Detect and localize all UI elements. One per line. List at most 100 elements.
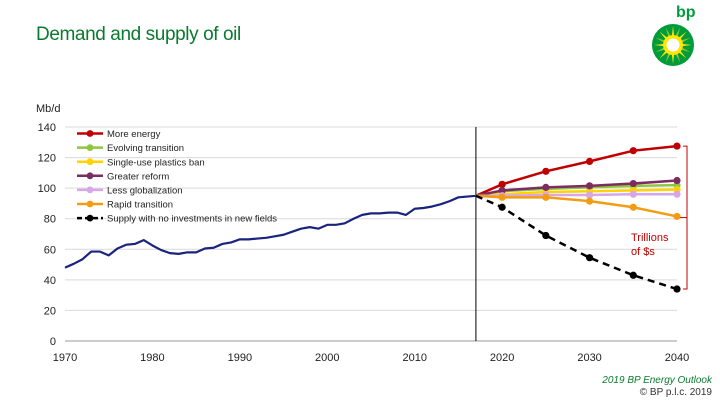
helios-ray: [678, 31, 687, 40]
data-point: [673, 142, 681, 150]
series-line-historical-demand: [64, 194, 477, 269]
data-point: [629, 203, 637, 211]
data-point: [629, 271, 637, 279]
annotation-line-1: Trillions: [631, 232, 669, 244]
legend-marker: [86, 200, 94, 208]
data-point: [585, 182, 594, 190]
helios-ray: [678, 50, 687, 59]
legend-item-single-use-plastics-ban: Single-use plastics ban: [77, 157, 205, 168]
legend-label: Rapid transition: [107, 200, 173, 211]
y-tick-label: 20: [44, 305, 56, 317]
y-tick-label: 140: [38, 122, 56, 134]
legend-label: More energy: [107, 129, 161, 140]
y-tick-label: 100: [38, 183, 56, 195]
helios-ray: [654, 43, 665, 47]
x-tick-label: 2010: [402, 352, 426, 364]
series-line: [475, 194, 678, 291]
series-line: [475, 144, 678, 197]
legend-marker: [86, 186, 94, 194]
helios-ray: [671, 26, 675, 37]
legend-marker: [86, 214, 94, 222]
legend-item-rapid-transition: Rapid transition: [77, 200, 173, 211]
helios-ray: [671, 53, 675, 64]
trillions-annotation: Trillions of $s: [631, 145, 688, 290]
data-point: [498, 186, 506, 195]
helios-ray: [659, 50, 668, 59]
y-tick-label: 60: [44, 244, 56, 256]
legend-label: Greater reform: [107, 171, 169, 182]
series-line: [475, 193, 677, 198]
x-tick-label: 2000: [315, 352, 339, 364]
y-tick-label: 80: [44, 214, 56, 226]
data-point: [585, 254, 594, 262]
x-tick-label: 2020: [490, 352, 514, 364]
series-line: [475, 179, 678, 198]
legend-marker: [86, 144, 94, 152]
footer-publication: 2019 BP Energy Outlook: [602, 375, 712, 386]
annotation-line-2: of $s: [631, 246, 655, 258]
legend-label: Single-use plastics ban: [107, 157, 205, 168]
data-point: [542, 231, 550, 240]
helios-ray: [665, 27, 671, 38]
data-point: [629, 147, 637, 155]
footer-copyright: © BP p.l.c. 2019: [639, 387, 712, 398]
y-tick-label: 40: [44, 275, 56, 287]
x-tick-label: 1970: [53, 352, 77, 364]
series-rapid-transition: [475, 193, 681, 221]
x-tick-label: 2030: [577, 352, 601, 364]
legend-item-more-energy: More energy: [77, 129, 161, 140]
data-point: [498, 193, 506, 201]
y-axis-ticks: 0 20 40 60 80 100 120 140: [38, 122, 56, 348]
legend-item-supply-with-no-investments-in-new-fields: Supply with no investments in new fields: [77, 214, 277, 225]
data-point: [673, 212, 681, 221]
x-axis-ticks: 1970 1980 1990 2000 2010 2020 2030 2040: [53, 352, 689, 364]
series-greater-reform: [475, 176, 681, 198]
data-point: [585, 197, 594, 205]
y-tick-label: 120: [38, 153, 56, 165]
data-point: [542, 183, 550, 191]
helios-ray: [675, 52, 681, 63]
data-point: [542, 193, 550, 201]
helios-ray: [675, 27, 681, 38]
x-tick-label: 1990: [228, 352, 252, 364]
bp-logo: bp: [646, 4, 700, 66]
series-more-energy: [475, 142, 681, 197]
annotation-bracket: [680, 145, 688, 290]
x-tick-label: 1980: [140, 352, 164, 364]
helios-ray: [681, 43, 692, 47]
legend-marker: [86, 130, 94, 137]
data-point: [498, 180, 506, 188]
data-point: [498, 203, 506, 211]
legend-marker: [86, 172, 94, 180]
helios-ray: [655, 47, 666, 53]
data-point: [673, 190, 681, 198]
helios-icon: [652, 24, 694, 66]
legend-item-less-globalization: Less globalization: [77, 186, 183, 197]
helios-ray: [680, 47, 691, 53]
helios-ray: [659, 31, 668, 40]
data-point: [629, 190, 637, 198]
y-tick-label: 0: [50, 336, 56, 348]
series-supply-with-no-investments-in-new-fields: [475, 194, 681, 293]
data-point: [585, 191, 594, 199]
footer: 2019 BP Energy Outlook © BP p.l.c. 2019: [602, 375, 712, 399]
data-point: [673, 285, 681, 293]
legend-label: Supply with no investments in new fields: [107, 214, 277, 225]
page-title: Demand and supply of oil: [36, 24, 241, 45]
legend-item-greater-reform: Greater reform: [77, 171, 169, 182]
data-point: [673, 176, 681, 185]
legend-marker: [86, 158, 94, 166]
series-lines: [64, 142, 681, 293]
series-line: [475, 188, 678, 198]
x-tick-label: 2040: [665, 352, 689, 364]
helios-ray: [680, 37, 691, 43]
data-point: [542, 167, 550, 175]
helios-ray: [665, 52, 671, 63]
legend-label: Less globalization: [107, 186, 183, 197]
helios-ray: [655, 37, 666, 43]
series-line: [475, 194, 678, 218]
legend-label: Evolving transition: [107, 143, 184, 154]
chart-legend: More energy Evolving transition Single-use…: [77, 129, 277, 225]
data-point: [629, 179, 637, 188]
